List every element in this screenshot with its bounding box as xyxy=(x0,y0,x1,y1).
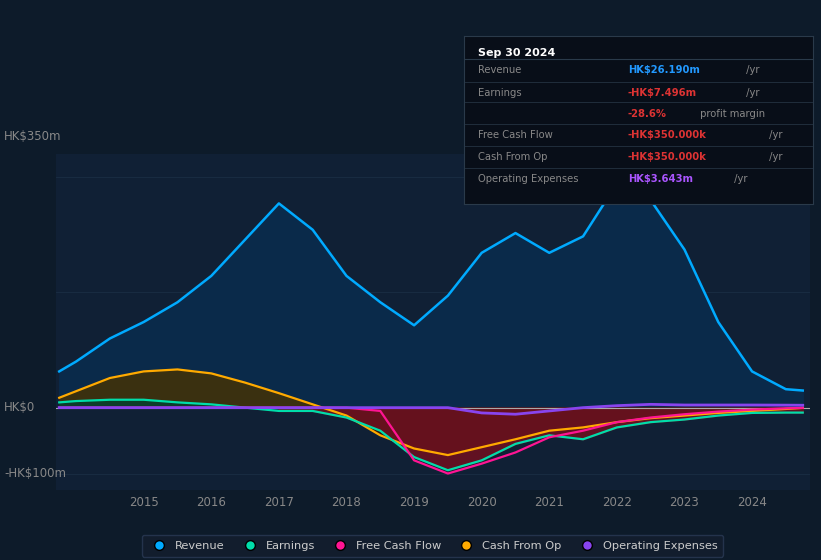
Text: HK$3.643m: HK$3.643m xyxy=(628,174,693,184)
Text: /yr: /yr xyxy=(766,152,782,162)
Text: profit margin: profit margin xyxy=(697,109,765,119)
Text: -HK$350.000k: -HK$350.000k xyxy=(628,152,707,162)
Text: -HK$350.000k: -HK$350.000k xyxy=(628,130,707,141)
Text: HK$26.190m: HK$26.190m xyxy=(628,65,699,75)
Text: Free Cash Flow: Free Cash Flow xyxy=(478,130,553,141)
Text: Revenue: Revenue xyxy=(478,65,521,75)
Text: Earnings: Earnings xyxy=(478,88,521,99)
Text: /yr: /yr xyxy=(766,130,782,141)
Text: HK$350m: HK$350m xyxy=(4,130,62,143)
Text: HK$0: HK$0 xyxy=(4,401,35,414)
Text: -HK$7.496m: -HK$7.496m xyxy=(628,88,697,99)
Text: Cash From Op: Cash From Op xyxy=(478,152,548,162)
Text: Operating Expenses: Operating Expenses xyxy=(478,174,578,184)
Text: -28.6%: -28.6% xyxy=(628,109,667,119)
Legend: Revenue, Earnings, Free Cash Flow, Cash From Op, Operating Expenses: Revenue, Earnings, Free Cash Flow, Cash … xyxy=(142,535,723,557)
Text: /yr: /yr xyxy=(743,88,759,99)
Text: /yr: /yr xyxy=(743,65,759,75)
Text: Sep 30 2024: Sep 30 2024 xyxy=(478,48,555,58)
Text: -HK$100m: -HK$100m xyxy=(4,467,67,480)
Text: /yr: /yr xyxy=(732,174,748,184)
